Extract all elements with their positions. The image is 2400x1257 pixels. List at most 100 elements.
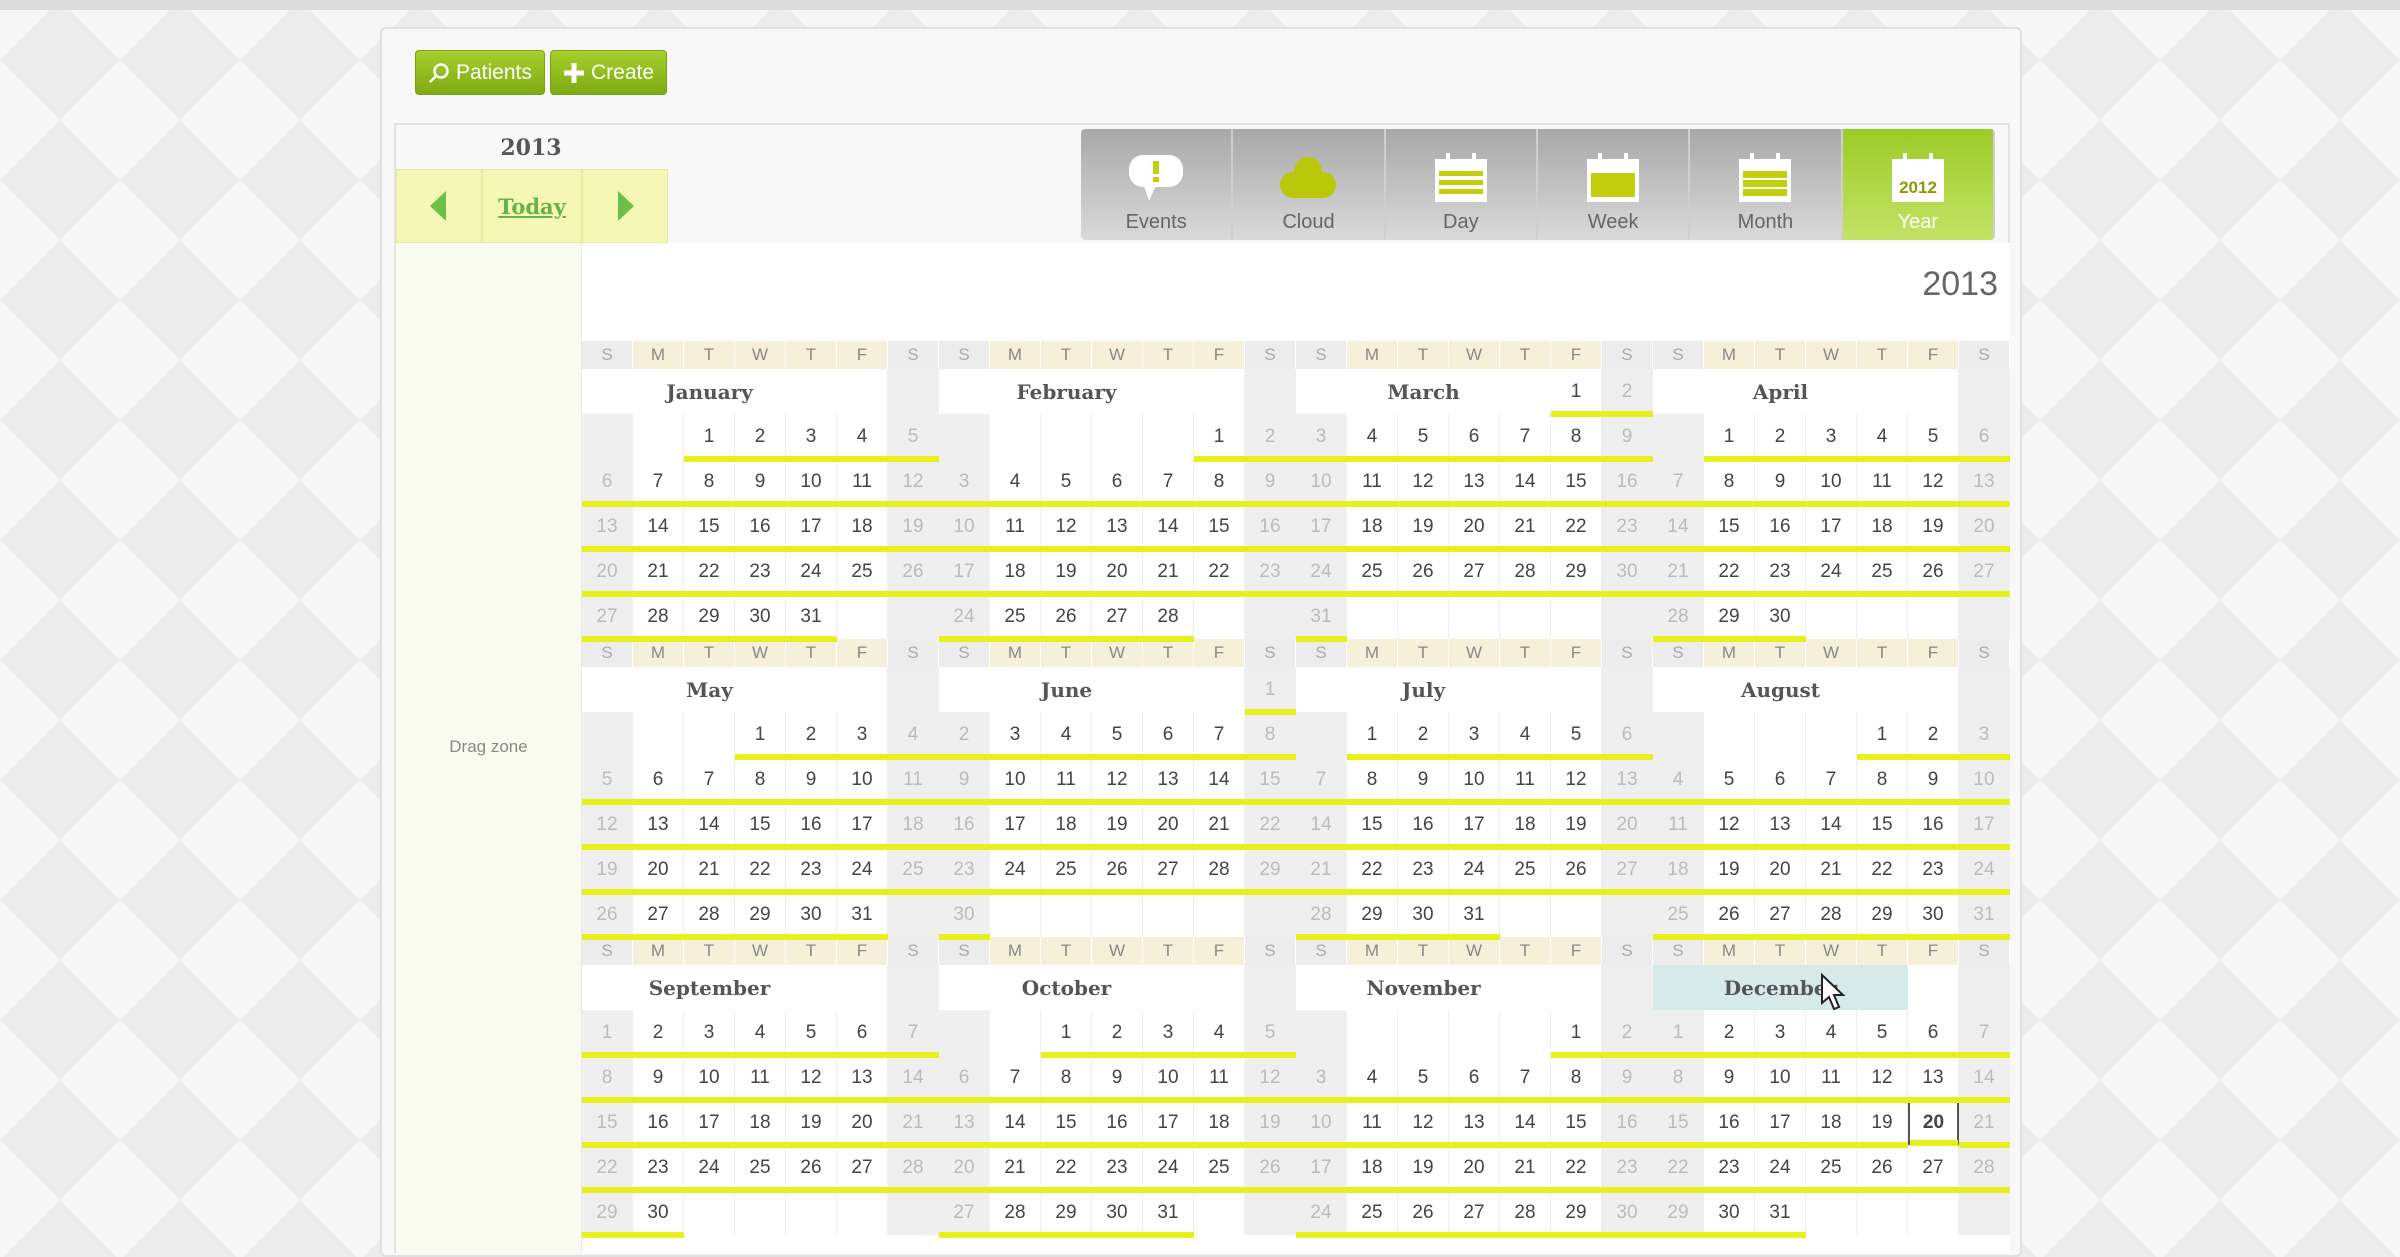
- day-cell[interactable]: 6: [1959, 414, 2010, 462]
- day-cell[interactable]: 6: [837, 1010, 888, 1058]
- day-cell[interactable]: 10: [1143, 1055, 1194, 1103]
- day-cell[interactable]: 28: [1143, 594, 1194, 642]
- day-cell[interactable]: 29: [1857, 892, 1908, 940]
- day-cell[interactable]: 22: [735, 847, 786, 895]
- patients-button[interactable]: Patients: [415, 50, 545, 95]
- day-cell[interactable]: 27: [582, 594, 633, 642]
- day-cell[interactable]: 25: [1500, 847, 1551, 895]
- tab-month[interactable]: Month: [1690, 129, 1843, 240]
- day-cell[interactable]: 8: [1551, 1055, 1602, 1103]
- day-cell[interactable]: 20: [1755, 847, 1806, 895]
- day-cell[interactable]: 22: [1857, 847, 1908, 895]
- day-cell[interactable]: 21: [1143, 549, 1194, 597]
- day-cell[interactable]: 30: [1092, 1190, 1143, 1238]
- day-cell[interactable]: 10: [1296, 1100, 1347, 1148]
- month-name[interactable]: April: [1752, 379, 1809, 404]
- day-cell[interactable]: 8: [1245, 712, 1296, 760]
- month-name[interactable]: May: [686, 677, 733, 702]
- day-cell[interactable]: 24: [1806, 549, 1857, 597]
- day-cell[interactable]: 23: [1908, 847, 1959, 895]
- day-cell[interactable]: 11: [837, 459, 888, 507]
- day-cell[interactable]: 26: [1908, 549, 1959, 597]
- day-cell[interactable]: 21: [633, 549, 684, 597]
- day-cell[interactable]: 2: [1245, 414, 1296, 462]
- day-cell[interactable]: 6: [1908, 1010, 1959, 1058]
- day-cell[interactable]: 13: [1908, 1055, 1959, 1103]
- day-cell[interactable]: 24: [786, 549, 837, 597]
- day-cell[interactable]: 16: [1755, 504, 1806, 552]
- day-cell[interactable]: 31: [1755, 1190, 1806, 1238]
- day-cell[interactable]: 2: [735, 414, 786, 462]
- day-cell[interactable]: 11: [1653, 802, 1704, 850]
- day-cell[interactable]: 1: [684, 414, 735, 462]
- day-cell[interactable]: 4: [837, 414, 888, 462]
- day-cell[interactable]: 21: [1500, 1145, 1551, 1193]
- day-cell[interactable]: 29: [1653, 1190, 1704, 1238]
- day-cell[interactable]: 21: [990, 1145, 1041, 1193]
- day-cell[interactable]: 9: [633, 1055, 684, 1103]
- day-cell[interactable]: 23: [1602, 504, 1653, 552]
- day-cell[interactable]: 14: [1806, 802, 1857, 850]
- day-cell[interactable]: 27: [1602, 847, 1653, 895]
- day-cell[interactable]: 21: [1959, 1100, 2010, 1148]
- day-cell[interactable]: 15: [1653, 1100, 1704, 1148]
- tab-day[interactable]: Day: [1385, 129, 1538, 240]
- day-cell[interactable]: 16: [1908, 802, 1959, 850]
- day-cell[interactable]: 3: [990, 712, 1041, 760]
- day-cell[interactable]: 18: [990, 549, 1041, 597]
- tab-week[interactable]: Week: [1537, 129, 1691, 240]
- day-cell[interactable]: 27: [837, 1145, 888, 1193]
- day-cell[interactable]: 10: [837, 757, 888, 805]
- day-cell[interactable]: 23: [1245, 549, 1296, 597]
- day-cell[interactable]: 3: [1143, 1010, 1194, 1058]
- day-cell[interactable]: 19: [888, 504, 939, 552]
- day-cell[interactable]: 4: [990, 459, 1041, 507]
- day-cell[interactable]: 22: [582, 1145, 633, 1193]
- day-cell[interactable]: 30: [1755, 594, 1806, 642]
- day-cell[interactable]: 3: [1806, 414, 1857, 462]
- day-cell[interactable]: 13: [1755, 802, 1806, 850]
- day-cell[interactable]: 16: [939, 802, 990, 850]
- day-cell[interactable]: 7: [1296, 757, 1347, 805]
- day-cell[interactable]: 18: [837, 504, 888, 552]
- day-cell[interactable]: 1: [1704, 414, 1755, 462]
- day-cell[interactable]: 20: [633, 847, 684, 895]
- day-cell[interactable]: 11: [1500, 757, 1551, 805]
- day-cell[interactable]: 29: [1347, 892, 1398, 940]
- day-cell[interactable]: 26: [1041, 594, 1092, 642]
- day-cell[interactable]: 30: [735, 594, 786, 642]
- day-cell[interactable]: 8: [1041, 1055, 1092, 1103]
- day-cell[interactable]: 15: [582, 1100, 633, 1148]
- day-cell[interactable]: 12: [1551, 757, 1602, 805]
- day-cell[interactable]: 14: [1500, 1100, 1551, 1148]
- day-cell[interactable]: 12: [582, 802, 633, 850]
- day-cell[interactable]: 8: [1551, 414, 1602, 462]
- day-cell[interactable]: 19: [1398, 504, 1449, 552]
- day-cell[interactable]: 22: [1551, 504, 1602, 552]
- day-cell[interactable]: 7: [888, 1010, 939, 1058]
- day-cell[interactable]: 22: [1704, 549, 1755, 597]
- create-button[interactable]: Create: [550, 50, 668, 95]
- day-cell[interactable]: 3: [1296, 414, 1347, 462]
- day-cell[interactable]: 31: [837, 892, 888, 940]
- day-cell[interactable]: 20: [1449, 1145, 1500, 1193]
- day-cell[interactable]: 23: [735, 549, 786, 597]
- day-cell[interactable]: 15: [1041, 1100, 1092, 1148]
- day-cell[interactable]: 11: [888, 757, 939, 805]
- day-cell[interactable]: 27: [1959, 549, 2010, 597]
- day-cell[interactable]: 21: [1653, 549, 1704, 597]
- month-name[interactable]: December: [1653, 965, 1908, 1010]
- day-cell[interactable]: 12: [888, 459, 939, 507]
- day-cell[interactable]: 23: [633, 1145, 684, 1193]
- day-cell[interactable]: 28: [1500, 549, 1551, 597]
- day-cell[interactable]: 21: [684, 847, 735, 895]
- day-cell[interactable]: 13: [939, 1100, 990, 1148]
- day-cell[interactable]: 31: [1296, 594, 1347, 642]
- day-cell[interactable]: 30: [1908, 892, 1959, 940]
- day-cell[interactable]: 31: [1959, 892, 2010, 940]
- day-cell[interactable]: 8: [735, 757, 786, 805]
- day-cell[interactable]: 19: [1092, 802, 1143, 850]
- day-cell[interactable]: 12: [1092, 757, 1143, 805]
- day-cell[interactable]: 9: [735, 459, 786, 507]
- day-cell[interactable]: 7: [633, 459, 684, 507]
